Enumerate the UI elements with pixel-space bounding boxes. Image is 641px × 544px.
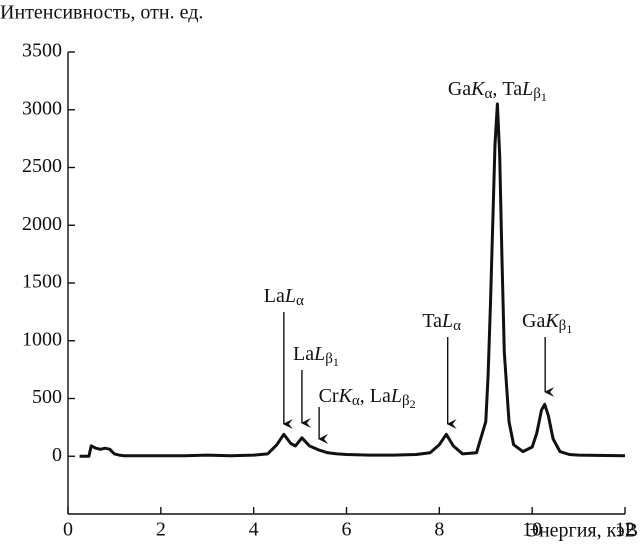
x-tick-label: 12 bbox=[615, 519, 635, 541]
annotation-part: L bbox=[284, 285, 296, 307]
annotation: GaKβ1 bbox=[522, 310, 572, 336]
spectrum-line bbox=[79, 102, 626, 458]
annotation-part: 2 bbox=[410, 397, 416, 411]
x-tick-label: 2 bbox=[156, 519, 166, 541]
annotation-part: β bbox=[533, 86, 541, 102]
y-tick-label: 3500 bbox=[22, 40, 62, 62]
annotation: LaLα bbox=[264, 285, 304, 310]
y-tick-label: 3000 bbox=[22, 97, 62, 119]
annotation-part: Ga bbox=[522, 310, 545, 332]
annotation: LaLβ1 bbox=[293, 343, 339, 369]
x-tick-label: 6 bbox=[342, 519, 352, 541]
annotation-part: L bbox=[313, 343, 325, 365]
y-tick-label: 0 bbox=[52, 444, 62, 466]
x-axis-label: Энергия, кэВ bbox=[526, 520, 638, 542]
annotation-part: K bbox=[544, 310, 560, 332]
y-tick-label: 1500 bbox=[22, 271, 62, 293]
annotation-part: L bbox=[390, 385, 402, 407]
annotation-part: La bbox=[264, 285, 285, 307]
annotation: TaLα bbox=[422, 310, 461, 335]
annotation: CrKα, LaLβ2 bbox=[319, 385, 416, 411]
annotation-part: 1 bbox=[566, 322, 572, 336]
annotation-part: α bbox=[485, 86, 493, 102]
y-tick-label: 1000 bbox=[22, 328, 62, 350]
annotation-part: K bbox=[338, 385, 354, 407]
y-tick-label: 500 bbox=[32, 386, 62, 408]
annotation-part: α bbox=[453, 318, 461, 334]
x-tick-label: 4 bbox=[249, 519, 259, 541]
annotation: GaKα, TaLβ1 bbox=[448, 78, 547, 104]
annotation-part: L bbox=[521, 78, 533, 100]
annotation-part: L bbox=[441, 310, 453, 332]
annotation-part: β bbox=[402, 393, 410, 409]
annotation-part: La bbox=[293, 343, 314, 365]
annotation-part: , La bbox=[360, 385, 391, 407]
x-tick-label: 8 bbox=[434, 519, 444, 541]
annotation-part: , Ta bbox=[492, 78, 522, 100]
annotation-part: Ta bbox=[422, 310, 442, 332]
y-tick-label: 2000 bbox=[22, 213, 62, 235]
annotation-part: α bbox=[296, 293, 304, 309]
annotation-part: β bbox=[325, 351, 333, 367]
x-tick-label: 0 bbox=[63, 519, 73, 541]
y-tick-label: 2500 bbox=[22, 155, 62, 177]
annotation-part: Ga bbox=[448, 78, 471, 100]
annotation-part: Cr bbox=[319, 385, 339, 407]
y-axis-label: Интенсивность, отн. ед. bbox=[0, 2, 203, 24]
annotation-part: α bbox=[352, 393, 360, 409]
x-tick-label: 10 bbox=[522, 519, 542, 541]
annotation-part: 1 bbox=[333, 355, 339, 369]
annotation-part: β bbox=[559, 318, 567, 334]
annotation-part: K bbox=[470, 78, 486, 100]
annotation-part: 1 bbox=[541, 90, 547, 104]
